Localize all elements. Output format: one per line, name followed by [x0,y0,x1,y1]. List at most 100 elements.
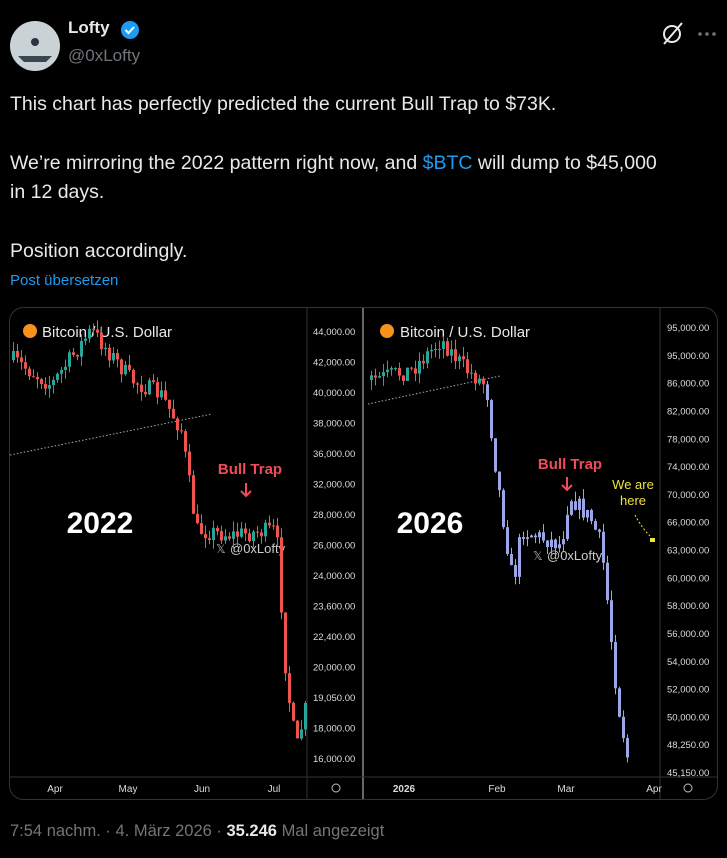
candle-body [490,400,493,439]
candle-body [582,498,585,518]
candle-body [370,375,373,380]
candle-body [76,354,79,357]
candle-body [144,391,147,395]
candle-body [264,522,267,537]
y-tick-label: 70,000.00 [667,490,709,501]
time[interactable]: 7:54 nachm. [10,822,101,840]
views-label: Mal angezeigt [281,822,385,840]
candle-body [422,360,425,364]
candle-body [224,536,227,541]
note-arrow [634,514,651,537]
more-dot[interactable] [698,32,702,36]
candle-body [80,340,83,357]
translate-link[interactable]: Post übersetzen [10,272,119,289]
candle-body [546,540,549,548]
candle-body [276,525,279,538]
avatar-art [18,56,52,62]
candle-body [100,332,103,350]
candle-body [56,373,59,380]
media-image[interactable]: Bitcoin / U.S. Dollar Bitcoin / U.S. Dol… [0,0,727,810]
candle-body [446,341,449,356]
note: We are here [612,477,654,508]
candle-body [288,673,291,703]
watermark-x: 𝕏 [533,549,543,563]
y-tick-label: 40,000.00 [313,388,355,399]
view-count: 35.246 [226,822,277,840]
settings-icon[interactable] [683,783,693,793]
candle-body [426,351,429,364]
y-tick-label: 28,000.00 [313,510,355,521]
author-name[interactable]: Lofty [68,18,110,37]
candle-body [92,328,95,330]
candle-body [248,533,251,542]
candle-body [618,688,621,717]
candle-body [470,372,473,374]
author-handle[interactable]: @0xLofty [68,46,141,65]
more-dot[interactable] [712,32,716,36]
candle-body [610,600,613,643]
y-tick-label: 95,000.00 [667,323,709,334]
candle-body [386,369,389,373]
candle-body [180,430,183,432]
candle-body [382,372,385,377]
post-meta: 7:54 nachm. · 4. März 2026 · 35.246 Mal … [10,822,384,841]
candle-body [390,368,393,370]
candle-body [418,360,421,374]
grok-icon[interactable] [663,25,681,43]
y-tick-label: 20,000.00 [313,663,355,674]
post-text: This chart has perfectly predicted the c… [10,90,670,296]
y-tick-label: 45,150.00 [667,768,709,779]
candle-body [554,539,557,549]
candle-body [430,349,433,352]
x-tick-label: Mar [557,784,575,795]
candle-body [44,383,47,389]
candle-body [40,379,43,384]
more-dot[interactable] [705,32,709,36]
candle-body [220,531,223,541]
candle-body [228,536,231,539]
x-tick-label: 2026 [393,784,416,795]
x-tick-label: Jul [268,784,281,795]
grok-icon-slash [663,22,683,45]
paragraph: This chart has perfectly predicted the c… [10,90,670,119]
text: Position accordingly. [10,240,188,262]
header-graphics [10,21,716,71]
date[interactable]: 4. März 2026 [115,822,212,840]
cashtag[interactable]: $BTC [422,152,473,174]
candle-body [116,353,119,360]
y-tick-label: 32,000.00 [313,480,355,491]
annotation-arrow [240,483,252,498]
candle-body [494,438,497,472]
candle-body [64,366,67,370]
candle-body [474,372,477,384]
candle-body [260,532,263,537]
annotation-arrow [561,477,573,492]
candle-body [192,475,195,514]
candle-body [486,384,489,401]
year-label: 2022 [67,507,134,540]
paragraph: We’re mirroring the 2022 pattern right n… [10,149,670,207]
candle-body [558,544,561,549]
btc-icon [23,324,37,338]
candle-body [522,537,525,539]
separator: · [105,822,111,840]
settings-icon[interactable] [331,783,341,793]
y-tick-label: 60,000.00 [667,573,709,584]
y-tick-label: 54,000.00 [667,657,709,668]
candle-body [84,338,87,341]
candle-body [292,702,295,721]
candle-body [32,376,35,378]
candle-body [176,418,179,431]
y-tick-label: 52,000.00 [667,685,709,696]
candle-body [462,356,465,360]
candle-body [68,352,71,367]
y-tick-label: 86,000.00 [667,379,709,390]
y-tick-label: 44,000.00 [313,327,355,338]
candle-body [280,537,283,613]
candle-body [410,367,413,369]
candle-body [594,521,597,530]
candle-body [566,514,569,540]
candle-body [128,364,131,370]
y-tick-label: 48,250.00 [667,740,709,751]
candle-body [88,328,91,339]
